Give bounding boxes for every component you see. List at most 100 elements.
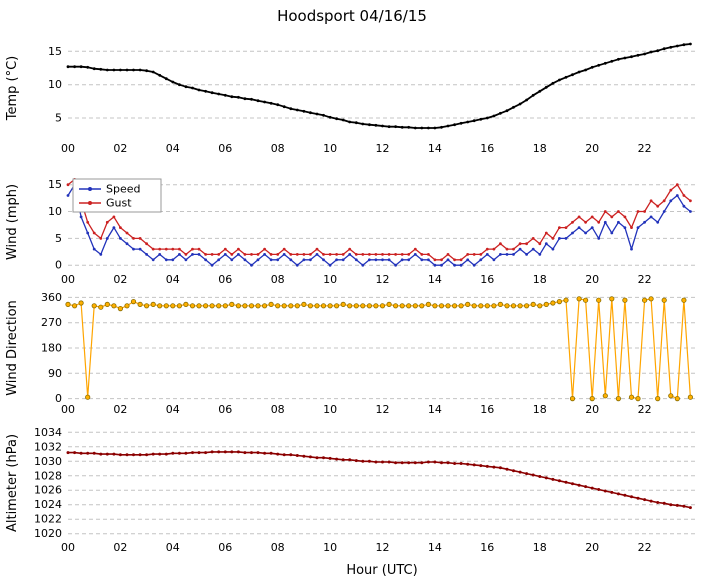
speed-marker — [374, 258, 378, 262]
altimeter-marker — [472, 463, 476, 467]
altimeter-marker — [584, 485, 588, 489]
altimeter-marker — [420, 461, 424, 465]
direction-marker — [523, 303, 530, 309]
temp-marker — [269, 101, 273, 105]
temp-marker — [675, 44, 679, 48]
temp-marker — [335, 117, 338, 121]
altimeter-marker — [675, 503, 679, 507]
speed-marker — [125, 242, 129, 246]
direction-marker — [137, 301, 143, 307]
altimeter-marker — [105, 452, 109, 456]
temp-marker — [86, 65, 90, 69]
altimeter-marker — [459, 462, 463, 465]
direction-marker — [661, 297, 667, 303]
direction-marker — [641, 297, 648, 303]
altimeter-marker — [564, 480, 568, 484]
speed-marker — [538, 253, 542, 256]
altimeter-marker — [158, 452, 162, 456]
direction-marker — [268, 301, 274, 307]
direction-marker — [275, 303, 281, 309]
altimeter-marker — [197, 451, 201, 455]
temp-marker — [132, 68, 135, 72]
speed-marker — [400, 258, 404, 262]
direction-marker — [347, 303, 353, 309]
speed-marker — [86, 231, 90, 235]
gust-marker — [66, 183, 70, 187]
speed-marker — [99, 253, 103, 256]
speed-marker — [66, 194, 70, 197]
direction-marker — [281, 303, 287, 309]
altimeter-marker — [479, 464, 483, 468]
subplot-temp: 5 10 15 00 02 04 06 08 10 12 14 16 18 20 22 — [48, 42, 697, 155]
temp-marker — [197, 88, 201, 92]
temp-marker — [590, 65, 594, 69]
x-tick-label: 02 — [113, 142, 127, 155]
speed-marker — [164, 258, 168, 262]
direction-marker — [517, 303, 523, 309]
speed-marker — [603, 220, 607, 224]
direction-marker — [655, 395, 661, 402]
x-tick-label: 08 — [271, 142, 285, 155]
speed-marker — [584, 231, 587, 235]
direction-marker — [255, 303, 261, 309]
gust-marker — [427, 253, 430, 256]
gust-marker — [145, 242, 149, 246]
altimeter-marker — [597, 488, 601, 491]
temp-marker — [571, 73, 574, 77]
speed-marker — [512, 253, 515, 256]
temp-marker — [558, 78, 561, 82]
speed-marker — [158, 253, 162, 256]
gust-marker — [407, 253, 411, 256]
altimeter-marker — [407, 461, 411, 465]
y-tick-label: 1034 — [34, 426, 62, 439]
direction-marker — [360, 303, 366, 309]
x-tick-label: 22 — [638, 142, 652, 155]
speed-marker — [361, 263, 365, 267]
altimeter-marker — [505, 467, 509, 471]
speed-marker — [197, 253, 201, 256]
x-tick-label: 06 — [218, 142, 232, 155]
x-tick-label: 00 — [61, 142, 75, 155]
speed-marker — [525, 253, 528, 256]
x-tick-label: 10 — [323, 273, 337, 286]
temp-marker — [105, 68, 109, 72]
speed-marker — [440, 263, 443, 267]
subplot-direction: 0 90 180 270 360 00 02 04 06 08 10 12 14 16 18 20 22 — [41, 291, 697, 416]
direction-marker — [117, 305, 124, 312]
temp-marker — [551, 81, 555, 85]
temp-marker — [99, 67, 103, 71]
speed-marker — [387, 258, 391, 262]
altimeter-marker — [315, 456, 319, 460]
altimeter-marker — [453, 462, 457, 465]
speed-marker — [623, 226, 627, 230]
altimeter-marker — [171, 451, 175, 455]
temp-marker — [145, 69, 149, 73]
gust-marker — [315, 247, 319, 251]
temp-marker — [374, 123, 378, 127]
temp-marker — [230, 95, 234, 99]
direction-marker — [72, 303, 78, 309]
speed-marker — [558, 237, 561, 240]
y-tick-label: 90 — [48, 367, 62, 380]
y-tick-label: 10 — [48, 205, 62, 218]
altimeter-marker — [623, 493, 627, 497]
direction-marker — [438, 303, 445, 309]
gust-marker — [178, 247, 181, 251]
temp-marker — [630, 55, 633, 59]
gust-marker — [191, 247, 194, 251]
temp-marker — [459, 121, 463, 125]
direction-marker — [491, 303, 497, 309]
gust-marker — [518, 242, 522, 246]
temp-marker — [73, 65, 76, 69]
x-tick-label: 18 — [533, 142, 547, 155]
xlabel: Hour (UTC) — [346, 563, 417, 578]
altimeter-marker — [466, 462, 470, 466]
temp-marker — [479, 117, 483, 121]
altimeter-marker — [99, 452, 103, 456]
x-tick-label: 16 — [480, 142, 494, 155]
altimeter-marker — [688, 506, 692, 510]
direction-marker — [622, 297, 628, 303]
altimeter-marker — [512, 469, 515, 473]
speed-marker — [407, 258, 411, 262]
